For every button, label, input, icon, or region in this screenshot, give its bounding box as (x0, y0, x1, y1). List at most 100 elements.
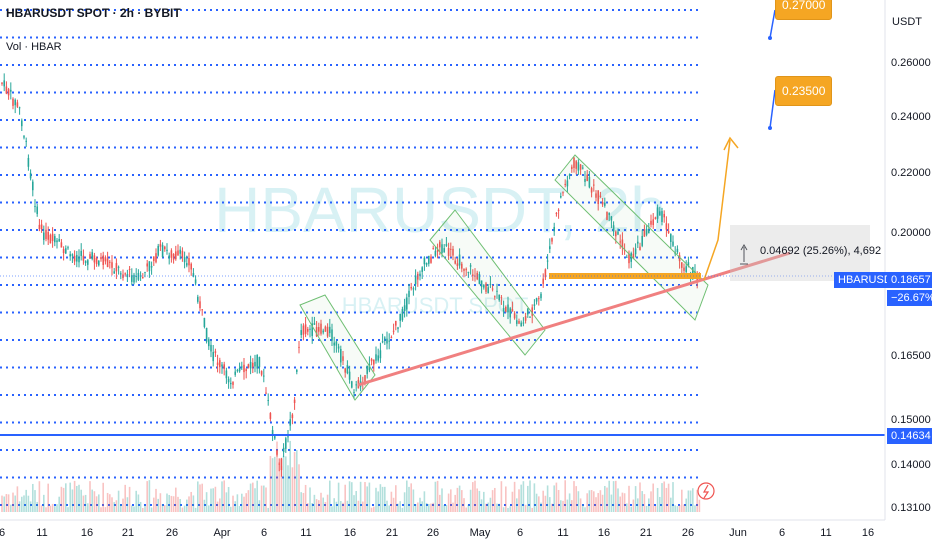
volume-bar (210, 488, 212, 512)
candle-body (478, 273, 481, 284)
candle-body (524, 316, 527, 321)
volume-bar (665, 487, 668, 512)
callout-pointer (769, 89, 776, 129)
volume-bar (197, 481, 199, 512)
volume-bar (533, 483, 536, 512)
volume-bar (461, 490, 463, 512)
candle-body (527, 308, 529, 315)
candle-body (313, 323, 316, 325)
price-axis-tick: 0.14000 (891, 459, 931, 471)
candle-body (566, 180, 569, 187)
volume-bar (434, 481, 437, 512)
volume-bar (87, 503, 89, 512)
candle-body (599, 195, 602, 197)
candle-body (183, 257, 186, 263)
volume-bar (293, 452, 296, 512)
volume-bar (166, 493, 168, 512)
volume-bar (529, 480, 531, 512)
target-callout-upper[interactable]: 0.27000 (775, 0, 833, 20)
candle-body (483, 285, 485, 288)
candle-body (650, 220, 652, 225)
candle-body (498, 294, 500, 301)
candle-body (377, 355, 379, 361)
volume-bar (153, 497, 155, 512)
candle-body (300, 330, 302, 335)
volume-bar (320, 492, 322, 512)
candle-body (441, 244, 443, 253)
candle-body (260, 371, 263, 375)
volume-bar (436, 480, 439, 512)
volume-bar (16, 486, 19, 512)
candle-body (287, 436, 289, 438)
candle-body (146, 263, 148, 267)
candle-body (661, 211, 663, 222)
candle-body (16, 102, 19, 107)
candle-body (692, 266, 694, 278)
candle-body (155, 253, 157, 263)
volume-bar (309, 487, 311, 512)
candle-body (346, 365, 349, 374)
candle-body (529, 316, 531, 318)
callout-dot (768, 126, 772, 130)
volume-bar (289, 440, 291, 512)
volume-bar (73, 480, 76, 512)
candle-body (632, 253, 635, 259)
channel-2 (429, 209, 546, 356)
volume-bar (98, 494, 100, 512)
time-axis-tick: 21 (640, 527, 652, 539)
candle-body (170, 250, 173, 258)
candle-body (342, 356, 344, 361)
candle-body (252, 362, 254, 368)
candle-body (417, 273, 419, 280)
volume-bar (509, 506, 511, 512)
target-callout[interactable]: 0.23500 (775, 76, 833, 106)
volume-bar (175, 487, 177, 512)
time-axis-tick: 16 (598, 527, 610, 539)
volume-bar (45, 507, 47, 512)
candle-body (615, 231, 617, 237)
candle-body (172, 253, 175, 260)
volume-bar (285, 456, 287, 512)
volume-bar (535, 493, 538, 512)
volume-bar (188, 496, 190, 512)
volume-indicator-label: Vol · HBAR (6, 41, 62, 53)
candle-body (128, 269, 131, 271)
candle-body (216, 362, 219, 366)
volume-bar (560, 500, 562, 512)
candle-body (425, 262, 428, 265)
volume-bar (34, 490, 36, 512)
volume-bar (29, 501, 32, 512)
candle-body (368, 364, 371, 371)
volume-bar (241, 493, 243, 512)
volume-bar (302, 492, 305, 512)
candle-body (522, 322, 525, 324)
candle-body (575, 161, 577, 169)
candle-body (401, 309, 404, 321)
volume-bar (575, 486, 577, 512)
volume-bar (652, 483, 654, 512)
volume-bar (496, 503, 498, 512)
measure-tool-box[interactable] (730, 225, 870, 281)
candle-body (14, 99, 16, 106)
volume-bar (10, 504, 12, 512)
volume-bar (463, 498, 465, 512)
volume-bar (626, 503, 628, 512)
volume-bar (555, 482, 558, 512)
volume-bar (553, 485, 555, 512)
volume-bar (223, 480, 225, 512)
support-price: 0.14634 (891, 430, 931, 442)
volume-bar (573, 481, 575, 512)
candle-body (199, 301, 201, 309)
candle-body (225, 370, 228, 379)
volume-bar (520, 484, 522, 512)
time-axis-tick: Apr (213, 527, 230, 539)
currency-unit[interactable]: USDT (892, 16, 922, 28)
volume-bar (441, 488, 443, 512)
volume-bar (177, 496, 179, 512)
candle-body (683, 267, 685, 271)
candle-body (104, 257, 107, 262)
candle-body (533, 304, 536, 306)
volume-bar (62, 487, 65, 512)
volume-bar (102, 482, 104, 512)
